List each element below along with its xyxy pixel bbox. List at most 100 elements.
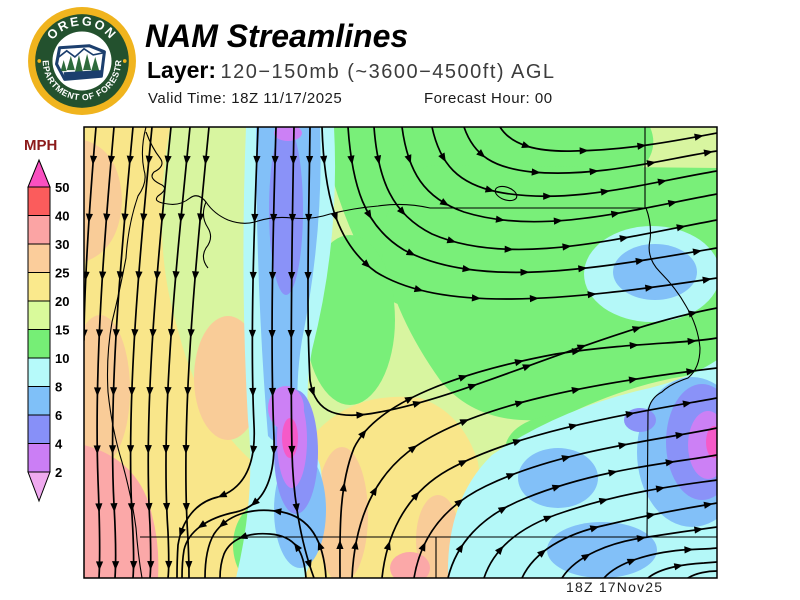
page-title: NAM Streamlines <box>145 18 409 54</box>
streamline-arrowhead <box>197 520 208 529</box>
streamline-arrowhead <box>131 329 139 339</box>
streamline-arrowhead <box>543 515 553 523</box>
forecast-value: 00 <box>534 90 553 107</box>
streamline-arrowhead <box>95 329 104 339</box>
streamline-arrowhead <box>293 542 303 553</box>
streamline-arrowhead <box>95 561 104 571</box>
streamline <box>96 127 115 578</box>
streamline-arrowhead <box>484 185 495 193</box>
streamline-arrowhead <box>187 328 195 339</box>
streamline-arrowhead <box>637 142 647 150</box>
streamline-arrowhead <box>631 326 642 334</box>
streamline-arrowhead <box>667 200 678 208</box>
streamline-arrowhead <box>347 155 355 165</box>
streamline-arrowhead <box>270 213 278 223</box>
streamline-arrowhead <box>217 490 228 498</box>
streamline-arrowhead <box>636 535 647 543</box>
streamline-arrowhead <box>694 133 704 141</box>
streamline-arrowhead <box>165 560 173 570</box>
streamline-arrowhead <box>702 276 712 284</box>
streamline-arrowhead <box>626 558 637 566</box>
streamline-arrowhead <box>95 503 103 513</box>
streamline-arrowhead <box>183 155 191 165</box>
streamline-arrowhead <box>305 213 313 223</box>
streamline-arrowhead <box>407 445 418 454</box>
streamline <box>129 127 153 578</box>
streamline-arrowhead <box>90 155 98 165</box>
streamline-arrowhead <box>665 459 675 467</box>
wind-fill-region <box>282 418 298 458</box>
legend-tick-label: 20 <box>55 294 69 309</box>
streamline-arrowhead <box>364 209 372 220</box>
forecast-hour: Forecast Hour: 00 <box>424 90 553 107</box>
streamline <box>521 502 717 578</box>
streamline-arrowhead <box>504 245 514 253</box>
streamline-arrowhead <box>320 155 328 165</box>
streamline-arrowhead <box>287 387 295 397</box>
streamline-arrowhead <box>110 503 118 513</box>
streamline-arrowhead <box>251 213 259 223</box>
streamline-arrowhead <box>571 348 582 356</box>
streamline-arrowhead <box>657 178 667 186</box>
wind-fill-region <box>84 445 159 578</box>
streamline-arrowhead <box>112 329 120 339</box>
streamline-arrowhead <box>304 271 312 281</box>
streamline-arrowhead <box>529 294 539 303</box>
streamline-arrowhead <box>703 501 714 509</box>
streamline-arrowhead <box>676 224 686 232</box>
streamline-arrowhead <box>703 149 714 157</box>
streamline-arrowhead <box>147 560 155 571</box>
streamline-arrowhead <box>404 154 412 164</box>
streamline <box>181 127 277 578</box>
streamline-arrowhead <box>164 155 172 165</box>
streamline-arrowhead <box>289 155 298 165</box>
legend-tick-label: 6 <box>55 408 62 423</box>
streamline-arrowhead <box>514 359 524 367</box>
streamline-arrowhead <box>361 259 371 269</box>
streamline-arrowhead <box>438 152 446 163</box>
streamline-arrowhead <box>446 236 457 244</box>
streamline-arrowhead <box>692 248 703 256</box>
streamline-arrowhead <box>458 459 468 468</box>
streamline-arrowhead <box>356 411 366 419</box>
streamline-arrowhead <box>610 210 621 218</box>
streamline-arrowhead <box>184 386 192 397</box>
streamline <box>401 127 717 223</box>
streamline-arrowhead <box>619 235 629 243</box>
streamline-arrowhead <box>308 386 315 397</box>
streamline-arrowhead <box>405 248 416 256</box>
streamline-arrowhead <box>249 271 257 281</box>
streamline <box>373 127 717 251</box>
streamline-arrowhead <box>551 484 562 492</box>
streamline <box>351 367 717 578</box>
streamline-arrowhead <box>646 160 657 168</box>
streamline-arrowhead <box>145 155 153 165</box>
streamline-arrowhead <box>179 527 186 537</box>
streamline-arrowhead <box>358 429 367 439</box>
streamline-arrowhead <box>336 540 344 550</box>
streamline-arrowhead <box>304 329 312 339</box>
streamline-arrowhead <box>135 271 143 281</box>
streamline <box>204 509 327 578</box>
legend-tick-label: 50 <box>55 180 69 195</box>
streamline-arrowhead <box>581 553 591 562</box>
wind-fill-region <box>84 127 298 578</box>
streamline-arrowhead <box>126 155 134 165</box>
streamline-arrowhead <box>383 540 391 551</box>
streamline-arrowhead <box>589 525 600 533</box>
legend-tick-label: 2 <box>55 465 62 480</box>
streamline-arrowhead <box>172 271 180 281</box>
streamline-arrowhead <box>249 387 257 397</box>
wind-fill-region <box>706 426 717 458</box>
streamline-arrowhead <box>618 442 628 450</box>
streamline-arrowhead <box>454 498 464 508</box>
wind-fill-region <box>274 127 302 141</box>
streamline-arrowhead <box>185 560 193 571</box>
streamline-arrowhead <box>568 423 579 431</box>
legend-tick-label: 10 <box>55 351 69 366</box>
streamline-arrowhead <box>339 482 347 492</box>
valid-time: Valid Time: 18Z 11/17/2025 <box>148 90 342 107</box>
layer-value: 120−150mb (~3600−4500ft) AGL <box>220 61 556 83</box>
streamline-arrowhead <box>521 141 531 149</box>
